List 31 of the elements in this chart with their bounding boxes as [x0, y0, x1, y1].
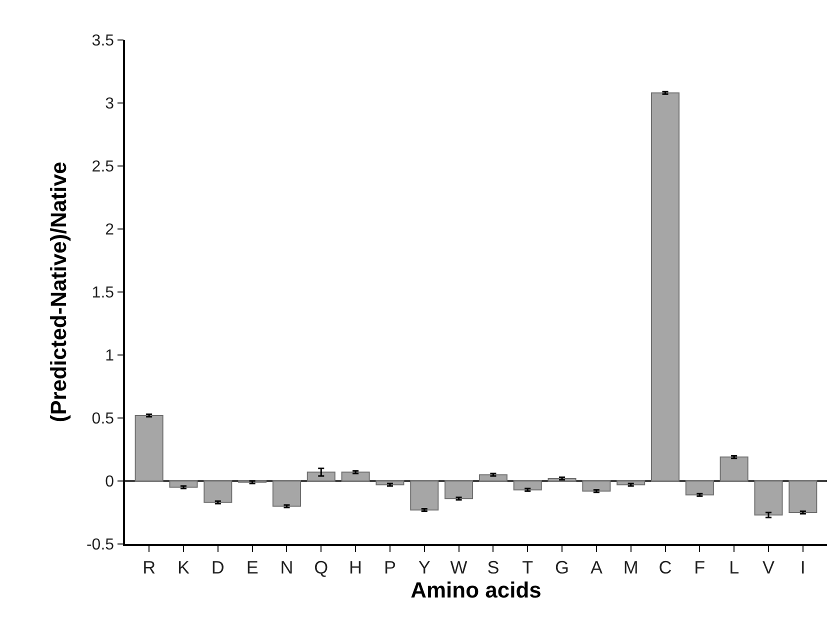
y-tick-label: 0 — [105, 474, 114, 491]
y-tick-label: 3 — [105, 96, 114, 113]
x-tick-label: E — [246, 557, 258, 578]
y-tick-label: 2.5 — [92, 158, 114, 176]
x-tick-label: A — [590, 557, 602, 578]
x-tick-label: K — [177, 557, 190, 578]
x-tick-label: R — [142, 557, 156, 578]
x-tick-label: I — [800, 557, 806, 578]
x-tick-label: T — [522, 557, 534, 578]
x-tick-label: W — [450, 557, 468, 578]
x-tick-label: D — [211, 557, 224, 578]
x-axis-title: Amino acids — [410, 578, 542, 603]
y-tick-label: -0.5 — [86, 536, 114, 554]
y-tick-label: 1 — [105, 348, 114, 365]
x-tick-label: H — [349, 557, 362, 578]
x-tick-label: V — [762, 557, 775, 578]
y-tick-label: 3.5 — [92, 32, 114, 50]
x-tick-label: C — [658, 557, 672, 578]
y-tick-label: 0.5 — [92, 410, 114, 428]
x-tick-label: L — [729, 557, 740, 578]
x-tick-label: P — [384, 557, 396, 578]
x-tick-label: G — [555, 557, 570, 578]
x-tick-label: F — [694, 557, 706, 578]
x-tick-label: M — [623, 557, 638, 578]
x-tick-label: S — [487, 557, 500, 578]
x-tick-label: N — [280, 557, 294, 578]
y-axis-title: (Predicted-Native)/Native — [46, 162, 71, 422]
x-tick-label: Y — [418, 557, 430, 578]
y-tick-label: 1.5 — [92, 284, 114, 302]
y-tick-label: 2 — [105, 222, 114, 239]
x-tick-label: Q — [314, 557, 328, 578]
